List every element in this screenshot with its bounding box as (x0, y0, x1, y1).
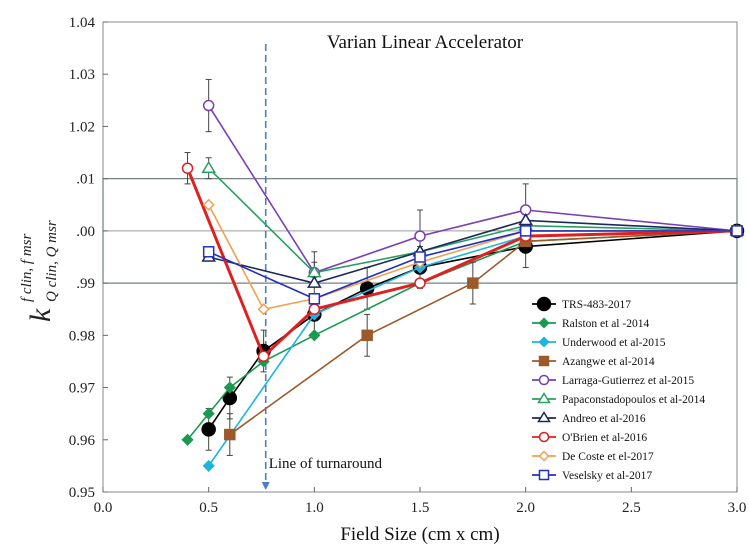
y-tick-label: 0.97 (69, 381, 96, 397)
data-point (307, 275, 322, 288)
y-tick-label: .00 (76, 224, 95, 240)
data-point (731, 225, 743, 237)
x-ticks: 0.0 0.5 1.0 1.5 2.0 2.5 3.0 (94, 487, 747, 516)
data-point (181, 162, 194, 174)
legend-item: TRS-483-2017 (532, 296, 631, 312)
data-point (257, 303, 270, 316)
y-tick-label: 0.98 (69, 328, 95, 344)
data-point (202, 459, 215, 472)
data-point (414, 251, 426, 263)
x-axis-label: Field Size (cm x cm) (340, 524, 499, 545)
legend-label: Papaconstadopoulos et al-2014 (562, 394, 705, 406)
chart-title: Varian Linear Accelerator (327, 32, 524, 53)
legend-label: Larraga-Gutierrez et al-2015 (562, 375, 694, 387)
legend-item: O'Brien et al-2016 (532, 431, 647, 444)
y-tick-label: 0.96 (69, 433, 96, 449)
data-point (414, 230, 426, 242)
data-point (361, 329, 373, 342)
y-axis-label: k f clin, f msr Q clin, Q msr (19, 220, 60, 322)
x-tick-label: 2.5 (622, 500, 641, 516)
legend-item: Veselsky et al-2017 (532, 469, 652, 482)
legend-label: TRS-483-2017 (562, 299, 631, 311)
data-point (538, 450, 550, 462)
data-point (202, 246, 215, 258)
data-point (308, 303, 321, 315)
legend-label: Ralston et al -2014 (562, 318, 649, 330)
y-axis-label-sup: f clin, f msr (19, 234, 35, 302)
y-tick-label: 1.02 (69, 119, 95, 135)
data-point (308, 293, 321, 305)
legend-item: De Coste et el-2017 (532, 450, 654, 463)
legend-label: Veselsky et al-2017 (562, 470, 652, 482)
legend: TRS-483-2017 Ralston et al -2014 Underwood… (532, 296, 705, 482)
data-point (538, 355, 550, 367)
y-tick-label: .01 (76, 172, 95, 188)
y-tick-label: 1.04 (69, 15, 96, 31)
series-layer (181, 78, 745, 472)
legend-item: Underwood et al-2015 (532, 336, 666, 349)
data-point (223, 381, 236, 394)
data-point (224, 428, 236, 441)
y-axis-label-base: k (24, 308, 57, 322)
y-tick-label: 1.03 (69, 67, 95, 83)
data-point (538, 317, 550, 329)
data-point (181, 433, 194, 446)
legend-item: Ralston et al -2014 (532, 317, 649, 330)
y-axis-label-sub: Q clin, Q msr (44, 220, 60, 302)
data-point (201, 422, 216, 437)
data-point (538, 336, 550, 348)
data-point (538, 469, 550, 481)
turnaround-label: Line of turnaround (269, 456, 383, 472)
data-point (537, 411, 551, 423)
data-point (202, 99, 215, 112)
legend-label: Underwood et al-2015 (562, 337, 666, 349)
series-line (186, 230, 738, 441)
y-tick-label: 0.95 (69, 485, 95, 501)
legend-label: De Coste et el-2017 (562, 451, 654, 463)
data-point (257, 350, 270, 362)
legend-item: Azangwe et al-2014 (532, 355, 655, 368)
data-point (308, 329, 321, 342)
x-tick-label: 0.0 (94, 500, 113, 516)
y-tick-label: .99 (76, 276, 95, 292)
data-point (202, 198, 215, 211)
x-tick-label: 2.0 (516, 500, 535, 516)
data-point (414, 277, 426, 289)
x-tick-label: 3.0 (728, 500, 747, 516)
data-point (519, 225, 532, 237)
legend-label: O'Brien et al-2016 (562, 432, 647, 444)
legend-item: Larraga-Gutierrez et al-2015 (532, 374, 694, 387)
data-point (538, 374, 550, 386)
series-9 (202, 225, 743, 305)
legend-item: Papaconstadopoulos et al-2014 (532, 392, 705, 406)
x-tick-label: 0.5 (199, 500, 218, 516)
legend-label: Andreo et al-2016 (562, 413, 646, 425)
data-point (201, 160, 216, 173)
data-point (467, 277, 479, 289)
legend-label: Azangwe et al-2014 (562, 356, 655, 368)
data-point (202, 407, 215, 420)
turnaround-arrow (261, 482, 270, 490)
x-tick-label: 1.5 (411, 500, 430, 516)
series-line (186, 167, 738, 359)
x-tick-label: 1.0 (305, 500, 324, 516)
data-point (538, 431, 550, 443)
data-point (537, 392, 551, 404)
y-ticks: 0.95 0.96 0.97 0.98 .99 .00 .01 1.02 1.03 1.04 (69, 15, 108, 501)
data-point (518, 212, 533, 226)
data-point (536, 296, 552, 312)
legend-item: Andreo et al-2016 (532, 411, 646, 425)
